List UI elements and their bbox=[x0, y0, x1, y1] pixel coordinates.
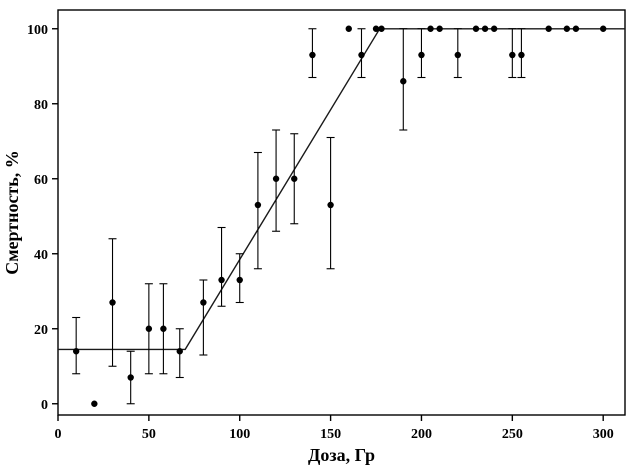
data-point bbox=[418, 51, 425, 59]
data-point bbox=[509, 51, 516, 59]
data-point bbox=[309, 51, 316, 59]
data-point bbox=[145, 325, 153, 332]
y-tick-label: 100 bbox=[27, 23, 48, 38]
y-tick-label: 20 bbox=[34, 323, 48, 338]
data-point bbox=[563, 25, 571, 32]
data-point bbox=[218, 276, 225, 284]
data-point bbox=[454, 51, 462, 59]
x-tick-label: 150 bbox=[320, 427, 341, 442]
x-tick-label: 200 bbox=[411, 427, 432, 442]
data-point bbox=[545, 25, 552, 32]
data-point bbox=[378, 25, 385, 32]
data-point bbox=[427, 25, 434, 32]
data-point bbox=[236, 276, 243, 284]
x-tick-label: 100 bbox=[229, 427, 250, 442]
data-point bbox=[358, 51, 365, 59]
x-tick-label: 0 bbox=[55, 427, 62, 442]
data-point bbox=[109, 299, 116, 306]
data-point bbox=[345, 25, 352, 32]
data-point bbox=[472, 25, 480, 32]
y-tick-label: 0 bbox=[41, 398, 48, 413]
data-point bbox=[176, 348, 183, 355]
y-tick-label: 60 bbox=[34, 173, 48, 188]
data-point bbox=[372, 25, 380, 32]
data-point bbox=[436, 25, 443, 32]
x-tick-label: 50 bbox=[142, 427, 156, 442]
data-point bbox=[291, 175, 298, 182]
data-point bbox=[272, 175, 280, 182]
data-point bbox=[200, 299, 207, 306]
x-tick-label: 300 bbox=[593, 427, 614, 442]
data-point bbox=[490, 25, 498, 32]
fit-line bbox=[58, 28, 625, 351]
data-point bbox=[72, 348, 80, 355]
data-point bbox=[254, 201, 262, 209]
x-axis-title: Доза, Гр bbox=[308, 445, 375, 465]
y-tick-label: 40 bbox=[34, 248, 48, 263]
data-point bbox=[327, 201, 334, 209]
y-tick-label: 80 bbox=[34, 98, 48, 113]
data-point bbox=[481, 25, 489, 32]
data-point bbox=[518, 51, 525, 59]
plot-frame bbox=[57, 9, 626, 416]
data-point bbox=[572, 25, 580, 32]
data-point bbox=[400, 78, 407, 85]
x-tick-label: 250 bbox=[502, 427, 523, 442]
data-point bbox=[91, 400, 98, 407]
data-point bbox=[127, 374, 134, 381]
data-point bbox=[160, 325, 167, 332]
y-axis-title: Смертность, % bbox=[2, 150, 22, 275]
data-point bbox=[599, 25, 607, 32]
plot-area: 0 50 100 150 200 250 300 0 20 40 60 80 100 bbox=[27, 9, 626, 442]
